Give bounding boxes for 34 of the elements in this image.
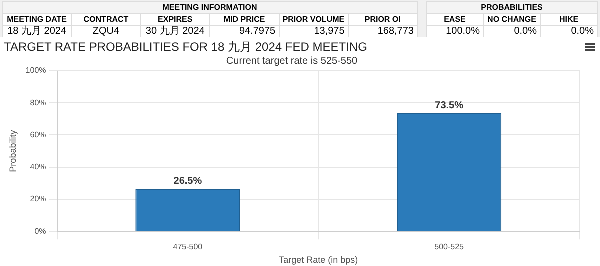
- text: 100.0%: [426, 26, 484, 38]
- text: MID PRICE: [210, 14, 280, 26]
- text: 94.7975: [210, 26, 280, 38]
- y-tick-label: 60%: [30, 130, 46, 140]
- y-tick-label: 100%: [26, 66, 46, 76]
- x-tick-label: 500-525: [434, 242, 465, 252]
- data-label: 73.5%: [435, 100, 464, 112]
- y-tick-label: 40%: [30, 162, 46, 172]
- text: EASE: [426, 14, 484, 26]
- x-tick-label: 475-500: [173, 242, 204, 252]
- text: 30 九月 2024: [140, 26, 210, 38]
- text: 168,773: [348, 26, 418, 38]
- text: 0.0%: [484, 26, 540, 38]
- text: PRIOR VOLUME: [279, 14, 348, 26]
- chart-subtitle: Current target rate is 525-550: [226, 56, 358, 67]
- text: CONTRACT: [72, 14, 141, 26]
- data-label: 26.5%: [174, 176, 202, 187]
- text: MEETING INFORMATION: [2, 2, 418, 14]
- text: 13,975: [279, 26, 348, 38]
- y-tick-label: 0%: [34, 226, 46, 236]
- text: 18 九月 2024: [2, 26, 72, 38]
- text: EXPIRES: [140, 14, 210, 26]
- text: NO CHANGE: [484, 14, 540, 26]
- text: HIKE: [540, 14, 598, 26]
- chart-title: TARGET RATE PROBABILITIES FOR 18 九月 2024 FED MEETING: [4, 39, 368, 56]
- text: 0.0%: [540, 26, 598, 38]
- y-tick-label: 80%: [30, 98, 46, 108]
- text: PRIOR OI: [348, 14, 418, 26]
- y-tick-label: 20%: [30, 194, 46, 204]
- y-axis-title: Probability: [8, 130, 18, 172]
- text: MEETING DATE: [2, 14, 72, 26]
- text: ZQU4: [72, 26, 141, 38]
- text: PROBABILITIES: [426, 2, 598, 14]
- x-axis-title: Target Rate (in bps): [279, 255, 358, 266]
